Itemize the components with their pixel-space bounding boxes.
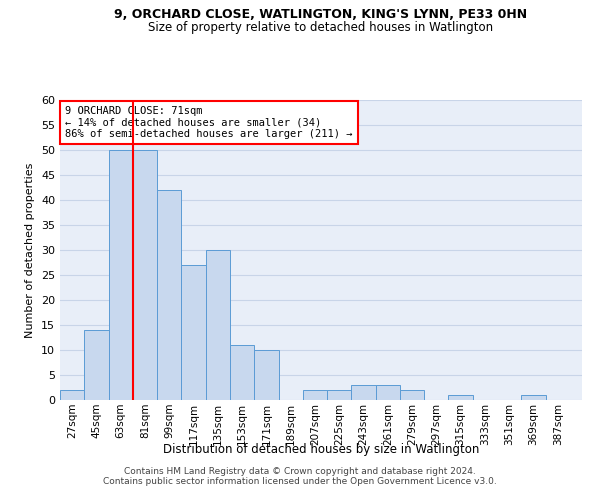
Bar — [84, 330, 109, 400]
Bar — [352, 385, 376, 400]
Bar — [254, 350, 278, 400]
Bar — [157, 190, 181, 400]
Bar — [181, 265, 206, 400]
Bar — [109, 150, 133, 400]
Text: 9, ORCHARD CLOSE, WATLINGTON, KING'S LYNN, PE33 0HN: 9, ORCHARD CLOSE, WATLINGTON, KING'S LYN… — [115, 8, 527, 20]
Bar — [230, 345, 254, 400]
Bar — [206, 250, 230, 400]
Text: Contains public sector information licensed under the Open Government Licence v3: Contains public sector information licen… — [103, 477, 497, 486]
Bar — [400, 390, 424, 400]
Bar — [327, 390, 352, 400]
Bar — [303, 390, 327, 400]
Bar — [133, 150, 157, 400]
Text: Distribution of detached houses by size in Watlington: Distribution of detached houses by size … — [163, 442, 479, 456]
Bar — [448, 395, 473, 400]
Y-axis label: Number of detached properties: Number of detached properties — [25, 162, 35, 338]
Text: Contains HM Land Registry data © Crown copyright and database right 2024.: Contains HM Land Registry data © Crown c… — [124, 467, 476, 476]
Bar — [60, 390, 84, 400]
Bar — [521, 395, 545, 400]
Text: 9 ORCHARD CLOSE: 71sqm
← 14% of detached houses are smaller (34)
86% of semi-det: 9 ORCHARD CLOSE: 71sqm ← 14% of detached… — [65, 106, 353, 139]
Text: Size of property relative to detached houses in Watlington: Size of property relative to detached ho… — [148, 21, 494, 34]
Bar — [376, 385, 400, 400]
